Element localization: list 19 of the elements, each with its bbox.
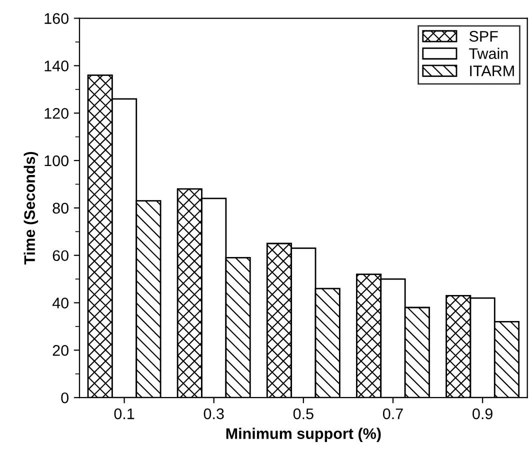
x-tick-label: 0.1 xyxy=(114,408,134,420)
x-tick-label: 0.5 xyxy=(293,408,314,420)
y-tick-label: 140 xyxy=(44,60,68,72)
legend-label: Twain xyxy=(469,48,508,60)
y-tick-label: 160 xyxy=(44,13,68,24)
y-tick-label: 20 xyxy=(52,345,68,356)
y-tick-label: 40 xyxy=(52,298,68,308)
legend-label: ITARM xyxy=(470,66,514,76)
y-tick-label: 80 xyxy=(52,202,68,214)
x-tick-label: 0.9 xyxy=(472,408,492,420)
y-tick-label: 120 xyxy=(44,108,68,119)
y-tick-label: 100 xyxy=(44,155,68,166)
y-axis-title: Time (Seconds) xyxy=(24,152,38,265)
x-tick-label: 0.7 xyxy=(382,408,403,420)
x-tick-label: 0.3 xyxy=(204,408,224,420)
legend-label: SPF xyxy=(469,30,498,42)
x-axis-title: Minimum support (%) xyxy=(226,428,381,442)
y-tick-label: 0 xyxy=(61,392,68,404)
y-tick-label: 60 xyxy=(52,250,68,262)
